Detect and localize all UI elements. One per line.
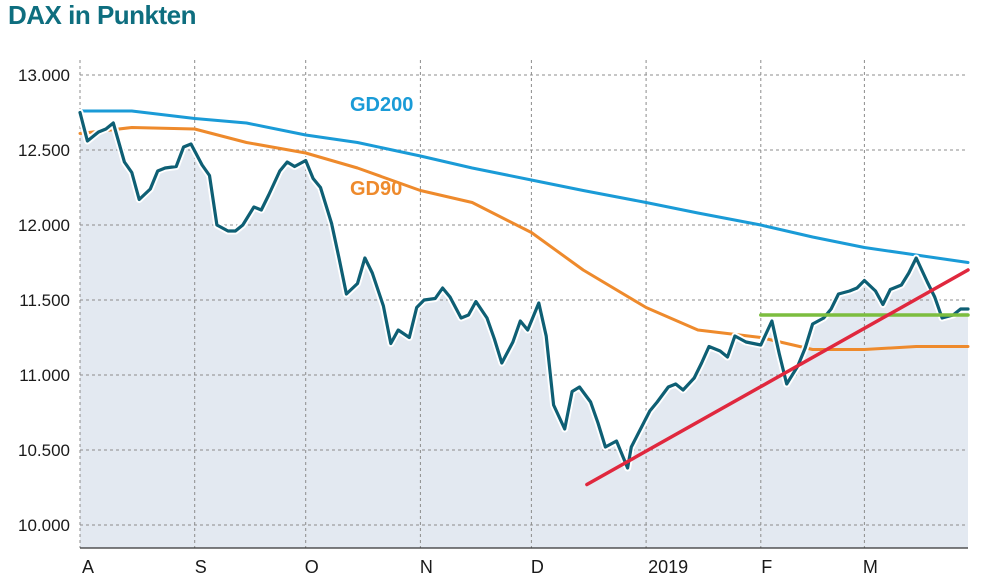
y-tick-label: 13.000 (18, 66, 70, 85)
gd200-line (78, 109, 970, 264)
x-tick-label: N (420, 557, 433, 577)
lines-layer (76, 109, 972, 487)
x-tick-label: O (305, 557, 319, 577)
y-tick-label: 11.000 (19, 366, 70, 385)
x-tick-label: F (761, 557, 772, 577)
y-tick-label: 12.500 (18, 141, 70, 160)
grid-layer (79, 60, 968, 549)
x-tick-label: M (863, 557, 878, 577)
y-tick-label: 12.000 (18, 216, 70, 235)
x-tick-label: D (531, 557, 544, 577)
gd200-label: GD200 (350, 94, 413, 116)
y-tick-label: 11.500 (19, 291, 70, 310)
x-tick-label: 2019 (648, 557, 688, 577)
x-tick-label: A (82, 557, 94, 577)
labels-layer: 10.000 10.500 11.000 11.500 12.000 12.500 13.0… (18, 66, 878, 577)
y-tick-label: 10.500 (18, 441, 70, 460)
trend-line (585, 268, 970, 487)
x-tick-label: S (195, 557, 207, 577)
dax-line (78, 110, 970, 470)
chart-title: DAX in Punkten (8, 0, 197, 30)
gd90-label: GD90 (350, 178, 402, 200)
y-tick-label: 10.000 (18, 516, 70, 535)
